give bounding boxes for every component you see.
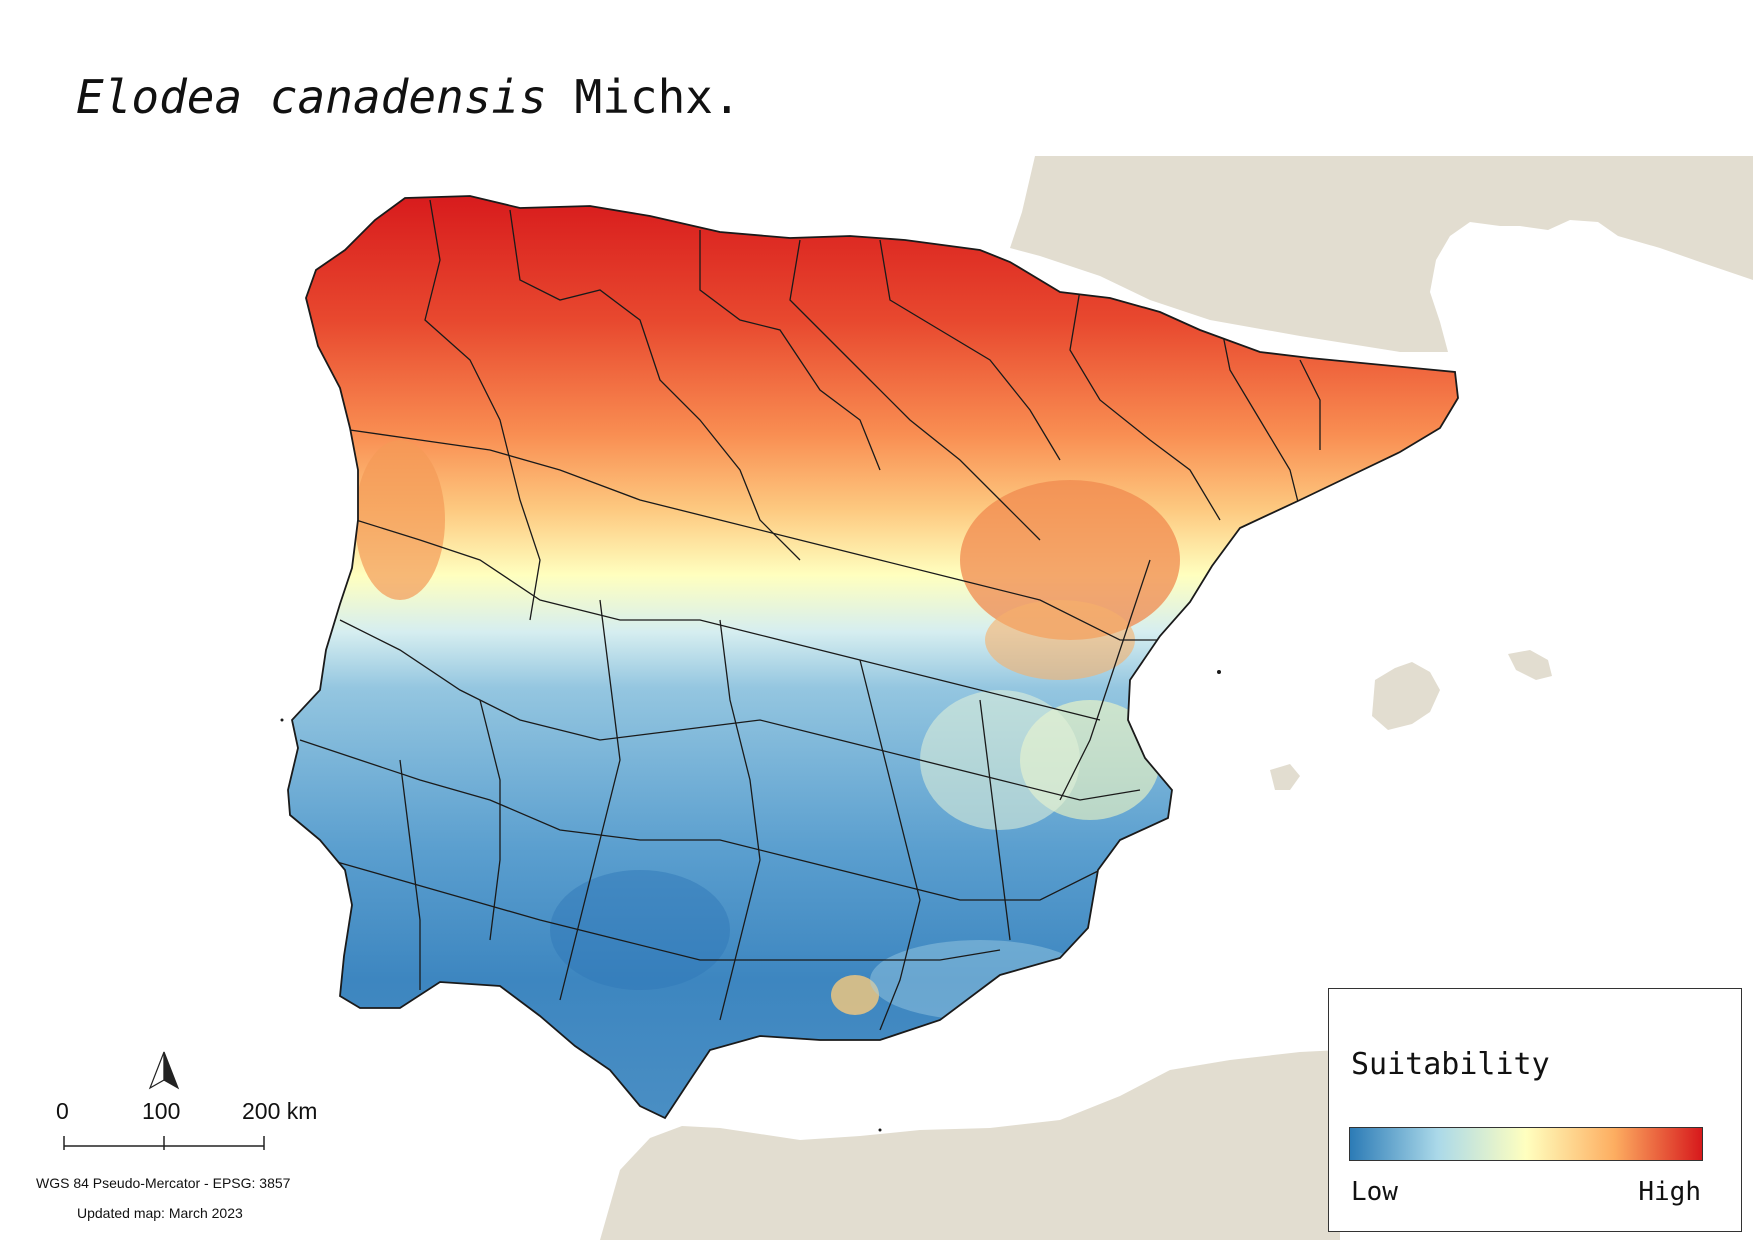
regional-boundaries (299, 199, 1321, 1031)
legend-high-label: High (1638, 1177, 1701, 1207)
legend-low-label: Low (1351, 1177, 1398, 1207)
coastal-islets (280, 670, 1221, 1132)
scale-label-100: 100 (142, 1098, 181, 1124)
updated-date-text: Updated map: March 2023 (77, 1205, 243, 1221)
species-name: Elodea canadensis (76, 70, 547, 124)
legend-title: Suitability (1351, 1047, 1550, 1082)
scale-bar: 0 100 200 km (36, 1050, 336, 1150)
species-author: Michx. (574, 70, 741, 124)
scale-bar-line (63, 1136, 265, 1150)
scale-label-0: 0 (56, 1098, 69, 1124)
neighbouring-land (600, 156, 1753, 1240)
legend: Suitability Low High (1328, 988, 1742, 1232)
legend-color-ramp (1349, 1127, 1703, 1161)
scale-label-200: 200 km (242, 1098, 318, 1124)
page-title: Elodea canadensis Michx. (76, 70, 741, 124)
north-arrow-icon (148, 1051, 180, 1090)
crs-text: WGS 84 Pseudo-Mercator - EPSG: 3857 (36, 1175, 291, 1191)
